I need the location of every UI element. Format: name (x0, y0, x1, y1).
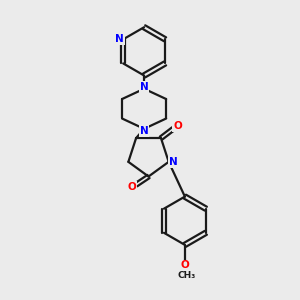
Text: CH₃: CH₃ (177, 271, 196, 280)
Text: O: O (173, 122, 182, 131)
Text: O: O (181, 260, 189, 271)
Text: N: N (140, 82, 148, 92)
Text: N: N (115, 34, 124, 44)
Text: N: N (140, 126, 148, 136)
Text: N: N (169, 157, 178, 167)
Text: O: O (128, 182, 136, 192)
